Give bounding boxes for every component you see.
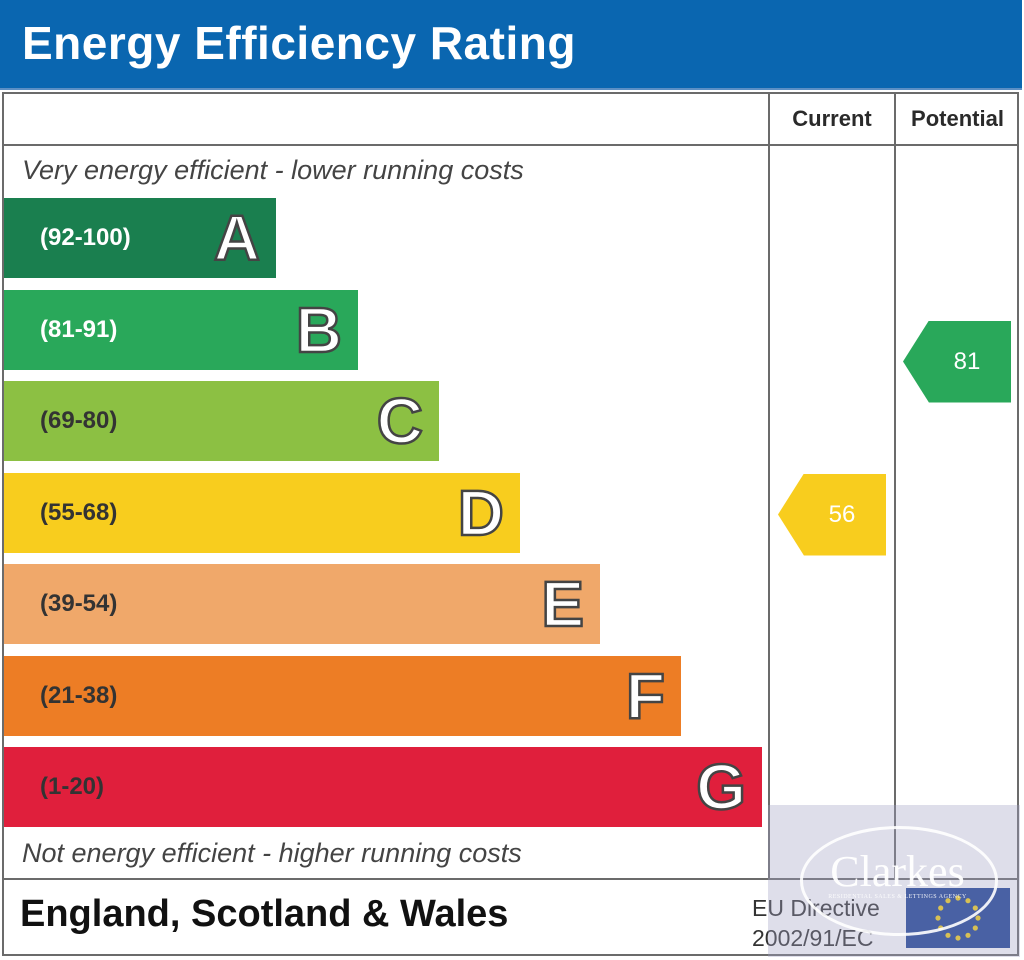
potential-column-divider <box>894 92 896 880</box>
band-range-label: (21-38) <box>40 681 118 709</box>
band-e: (39-54) E <box>4 564 600 644</box>
current-column-header: Current <box>792 106 872 131</box>
footer-divider <box>2 878 1019 880</box>
header-divider <box>2 144 1019 146</box>
eu-star <box>945 932 951 938</box>
current-rating-value: 56 <box>828 500 856 528</box>
watermark-logo-icon <box>800 826 998 936</box>
potential-rating-arrow: 81 <box>903 320 1011 403</box>
band-letter-label: A <box>213 201 262 276</box>
current-rating-arrow: 56 <box>778 473 886 556</box>
band-d: (55-68) D <box>4 472 520 553</box>
band-letter-label: F <box>625 658 667 733</box>
top-note: Very energy efficient - lower running co… <box>22 155 524 185</box>
band-f: (21-38) F <box>4 655 681 736</box>
band-b: (81-91) B <box>4 289 358 370</box>
title-bar: Energy Efficiency Rating <box>0 0 1022 90</box>
band-letter-label: C <box>376 384 425 459</box>
chart-title: Energy Efficiency Rating <box>22 17 576 69</box>
watermark-brand: Clarkes <box>830 847 965 896</box>
band-letter-label: G <box>695 750 747 825</box>
chart-frame <box>2 92 1019 956</box>
bottom-note: Not energy efficient - higher running co… <box>22 838 522 868</box>
potential-column-header: Potential <box>911 106 1004 131</box>
current-column-divider <box>768 92 770 880</box>
band-letter-label: B <box>295 292 344 367</box>
band-c: (69-80) C <box>4 381 439 461</box>
band-letter-label: D <box>457 475 506 550</box>
band-range-label: (69-80) <box>40 407 118 434</box>
band-range-label: (39-54) <box>40 590 118 617</box>
band-range-label: (1-20) <box>40 773 105 800</box>
band-g: (1-20) G <box>4 747 762 827</box>
band-a: (92-100) A <box>4 198 276 278</box>
potential-rating-value: 81 <box>953 347 981 375</box>
band-range-label: (92-100) <box>40 224 131 251</box>
band-range-label: (55-68) <box>40 498 118 526</box>
band-letter-label: E <box>540 567 585 642</box>
watermark-tagline: RESIDENTIAL SALES & LETTINGS AGENCY <box>828 894 967 900</box>
band-range-label: (81-91) <box>40 315 118 343</box>
region-label: England, Scotland & Wales <box>20 893 509 935</box>
eu-star <box>972 925 978 931</box>
eu-star <box>955 935 961 941</box>
eu-star <box>965 932 971 938</box>
eu-star <box>975 915 981 921</box>
